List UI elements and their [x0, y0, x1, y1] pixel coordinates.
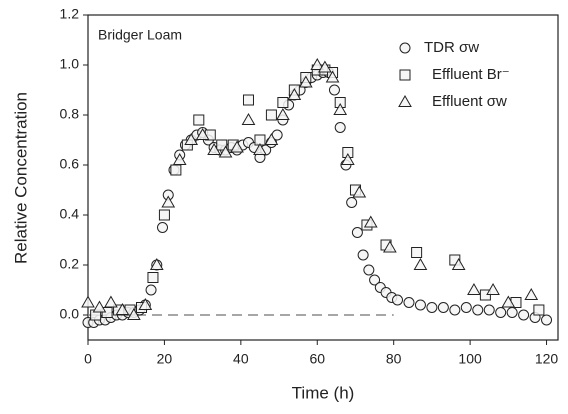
square-marker: [242, 94, 254, 106]
circle-marker: [426, 302, 438, 313]
x-tick-label: 60: [309, 351, 325, 367]
annotation: Bridger Loam: [98, 27, 182, 43]
triangle-marker: [325, 70, 340, 83]
triangle-marker: [172, 152, 187, 165]
circle-marker: [369, 274, 381, 286]
triangle-marker: [398, 94, 412, 107]
legend-label: TDR σw: [424, 39, 479, 56]
circle-marker: [518, 309, 530, 321]
triangle-marker: [195, 127, 210, 140]
circle-marker: [483, 304, 495, 316]
circle-marker: [414, 299, 426, 311]
triangle-marker: [253, 142, 267, 155]
triangle-marker: [276, 107, 290, 120]
triangle-marker: [104, 295, 118, 308]
square-marker: [170, 164, 182, 176]
circle-marker: [351, 227, 363, 238]
triangle-marker: [149, 257, 164, 270]
triangle-marker: [310, 57, 325, 70]
triangle-marker: [298, 75, 313, 88]
triangle-marker: [287, 87, 302, 100]
triangle-marker: [264, 132, 279, 145]
circle-marker: [449, 304, 461, 316]
circle-marker: [363, 264, 375, 276]
triangle-marker: [138, 297, 153, 310]
circle-marker: [460, 302, 472, 313]
x-tick-label: 100: [458, 351, 482, 367]
circle-marker: [495, 307, 507, 318]
square-marker: [216, 139, 228, 151]
square-marker: [265, 109, 277, 121]
x-axis-label: Time (h): [292, 383, 355, 402]
triangle-marker: [501, 295, 516, 308]
triangle-marker: [352, 185, 367, 198]
y-tick-label: 0.2: [60, 256, 80, 272]
plot-frame: [87, 14, 559, 341]
circle-marker: [403, 297, 415, 308]
square-marker: [399, 69, 411, 81]
square-marker: [193, 114, 205, 126]
y-tick-label: 0.4: [60, 206, 80, 222]
x-tick-label: 20: [157, 351, 173, 367]
y-tick-label: 1.2: [60, 6, 80, 22]
legend-label: Effluent Br⁻: [432, 66, 510, 83]
triangle-marker: [161, 195, 176, 208]
triangle-marker: [207, 142, 221, 155]
circle-marker: [541, 314, 553, 326]
square-marker: [277, 97, 289, 108]
circle-marker: [506, 307, 518, 318]
triangle-marker: [467, 282, 481, 295]
triangle-marker: [184, 132, 199, 145]
triangle-marker: [318, 60, 332, 73]
triangle-marker: [413, 257, 428, 270]
triangle-marker: [383, 240, 397, 253]
legend-label: Effluent σw: [432, 93, 507, 110]
x-tick-label: 80: [386, 351, 402, 367]
y-tick-label: 0.6: [60, 156, 80, 172]
y-tick-label: 1.0: [60, 56, 80, 72]
triangle-marker: [230, 140, 244, 153]
square-marker: [147, 272, 159, 283]
triangle-marker: [486, 282, 500, 295]
x-tick-label: 0: [84, 351, 92, 367]
circle-marker: [145, 284, 157, 296]
x-tick-label: 120: [535, 351, 559, 367]
circle-marker: [346, 197, 358, 208]
y-tick-label: 0.8: [60, 106, 80, 122]
circle-marker: [392, 294, 404, 306]
y-axis-label: Relative Concentration: [11, 92, 30, 264]
circle-marker: [157, 222, 169, 233]
x-tick-label: 40: [233, 351, 249, 367]
square-marker: [411, 247, 423, 258]
y-tick-label: 0.0: [60, 306, 80, 322]
circle-marker: [357, 249, 369, 261]
triangle-marker: [241, 112, 256, 125]
circle-marker: [437, 302, 449, 313]
square-marker: [158, 209, 170, 221]
triangle-marker: [218, 145, 233, 158]
triangle-marker: [115, 302, 130, 315]
circle-marker: [399, 42, 411, 54]
square-marker: [533, 304, 545, 316]
triangle-marker: [524, 287, 539, 300]
triangle-marker: [333, 102, 348, 115]
triangle-marker: [451, 257, 466, 270]
triangle-marker: [126, 307, 141, 320]
circle-marker: [328, 84, 340, 96]
triangle-marker: [340, 152, 355, 165]
circle-marker: [472, 304, 484, 316]
triangle-marker: [81, 295, 95, 308]
triangle-marker: [363, 215, 378, 228]
circle-marker: [334, 122, 346, 133]
triangle-marker: [92, 300, 107, 313]
